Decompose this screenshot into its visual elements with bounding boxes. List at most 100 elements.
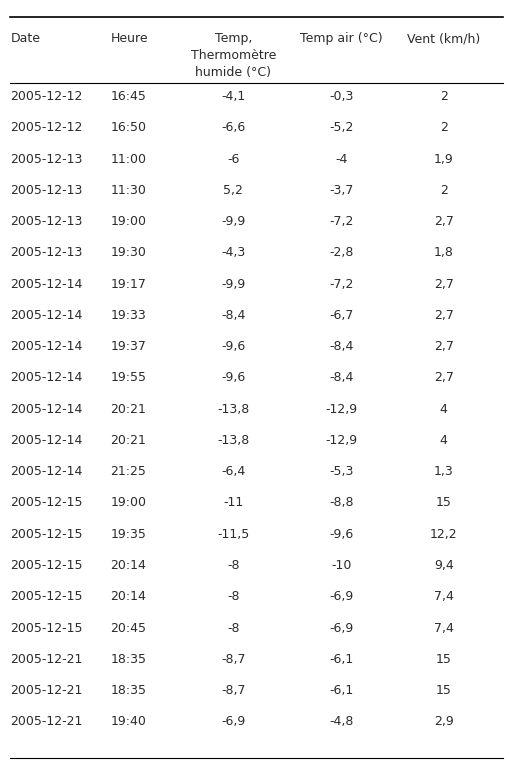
Text: 2: 2 [440,90,448,103]
Text: 2005-12-13: 2005-12-13 [10,153,83,165]
Text: -4: -4 [335,153,347,165]
Text: 18:35: 18:35 [110,653,146,665]
Text: 2005-12-13: 2005-12-13 [10,246,83,259]
Text: -9,6: -9,6 [329,528,353,540]
Text: 21:25: 21:25 [110,466,146,478]
Text: humide (°C): humide (°C) [195,66,271,80]
Text: -13,8: -13,8 [218,434,249,447]
Text: -6,1: -6,1 [329,653,353,665]
Text: 4: 4 [440,403,448,415]
Text: 2005-12-12: 2005-12-12 [10,121,83,134]
Text: -8,8: -8,8 [329,496,353,510]
Text: -6: -6 [227,153,240,165]
Text: 2005-12-21: 2005-12-21 [10,716,83,728]
Text: -8: -8 [227,559,240,572]
Text: -12,9: -12,9 [325,434,357,447]
Text: -6,9: -6,9 [329,621,353,635]
Text: 2005-12-14: 2005-12-14 [10,309,83,322]
Text: -7,2: -7,2 [329,278,353,290]
Text: 9,4: 9,4 [434,559,453,572]
Text: Temp,: Temp, [215,32,252,46]
Text: 2005-12-21: 2005-12-21 [10,684,83,697]
Text: 7,4: 7,4 [434,621,453,635]
Text: 2: 2 [440,184,448,197]
Text: 19:17: 19:17 [110,278,146,290]
Text: 15: 15 [436,684,451,697]
Text: -6,4: -6,4 [221,466,246,478]
Text: 4: 4 [440,434,448,447]
Text: 15: 15 [436,496,451,510]
Text: 2005-12-12: 2005-12-12 [10,90,83,103]
Text: -9,6: -9,6 [221,340,246,353]
Text: -9,6: -9,6 [221,371,246,384]
Text: 2005-12-14: 2005-12-14 [10,434,83,447]
Text: 5,2: 5,2 [224,184,243,197]
Text: 11:30: 11:30 [110,184,146,197]
Text: 1,9: 1,9 [434,153,453,165]
Text: -11: -11 [223,496,244,510]
Text: -9,9: -9,9 [221,278,246,290]
Text: 2005-12-13: 2005-12-13 [10,215,83,228]
Text: Vent (km/h): Vent (km/h) [407,32,480,46]
Text: Thermomètre: Thermomètre [191,49,276,63]
Text: 1,3: 1,3 [434,466,453,478]
Text: 2005-12-13: 2005-12-13 [10,184,83,197]
Text: -7,2: -7,2 [329,215,353,228]
Text: 20:21: 20:21 [110,403,146,415]
Text: Temp air (°C): Temp air (°C) [300,32,383,46]
Text: 2: 2 [440,121,448,134]
Text: 20:14: 20:14 [110,559,146,572]
Text: 2,7: 2,7 [434,309,453,322]
Text: -8: -8 [227,621,240,635]
Text: -11,5: -11,5 [218,528,249,540]
Text: 2,7: 2,7 [434,278,453,290]
Text: 19:35: 19:35 [110,528,146,540]
Text: 2005-12-14: 2005-12-14 [10,371,83,384]
Text: 2005-12-15: 2005-12-15 [10,528,83,540]
Text: -5,3: -5,3 [329,466,353,478]
Text: 18:35: 18:35 [110,684,146,697]
Text: -8,4: -8,4 [329,371,353,384]
Text: -3,7: -3,7 [329,184,353,197]
Text: Date: Date [10,32,40,46]
Text: -13,8: -13,8 [218,403,249,415]
Text: 16:50: 16:50 [110,121,146,134]
Text: 12,2: 12,2 [430,528,458,540]
Text: 19:33: 19:33 [110,309,146,322]
Text: 19:30: 19:30 [110,246,146,259]
Text: 19:00: 19:00 [110,496,146,510]
Text: 2,7: 2,7 [434,340,453,353]
Text: 1,8: 1,8 [434,246,453,259]
Text: 2005-12-14: 2005-12-14 [10,466,83,478]
Text: 2005-12-15: 2005-12-15 [10,559,83,572]
Text: -6,7: -6,7 [329,309,353,322]
Text: 16:45: 16:45 [110,90,146,103]
Text: -6,6: -6,6 [221,121,246,134]
Text: 2005-12-14: 2005-12-14 [10,403,83,415]
Text: -2,8: -2,8 [329,246,353,259]
Text: 2005-12-14: 2005-12-14 [10,278,83,290]
Text: -8,4: -8,4 [329,340,353,353]
Text: -8,4: -8,4 [221,309,246,322]
Text: 19:55: 19:55 [110,371,146,384]
Text: -10: -10 [331,559,351,572]
Text: -4,1: -4,1 [221,90,246,103]
Text: -5,2: -5,2 [329,121,353,134]
Text: 19:40: 19:40 [110,716,146,728]
Text: 11:00: 11:00 [110,153,146,165]
Text: -9,9: -9,9 [221,215,246,228]
Text: 7,4: 7,4 [434,591,453,603]
Text: Heure: Heure [110,32,148,46]
Text: 2005-12-15: 2005-12-15 [10,496,83,510]
Text: 2,9: 2,9 [434,716,453,728]
Text: -6,9: -6,9 [329,591,353,603]
Text: 19:37: 19:37 [110,340,146,353]
Text: -12,9: -12,9 [325,403,357,415]
Text: 20:21: 20:21 [110,434,146,447]
Text: 2005-12-15: 2005-12-15 [10,591,83,603]
Text: -0,3: -0,3 [329,90,353,103]
Text: 2,7: 2,7 [434,371,453,384]
Text: 20:14: 20:14 [110,591,146,603]
Text: -8,7: -8,7 [221,653,246,665]
Text: 19:00: 19:00 [110,215,146,228]
